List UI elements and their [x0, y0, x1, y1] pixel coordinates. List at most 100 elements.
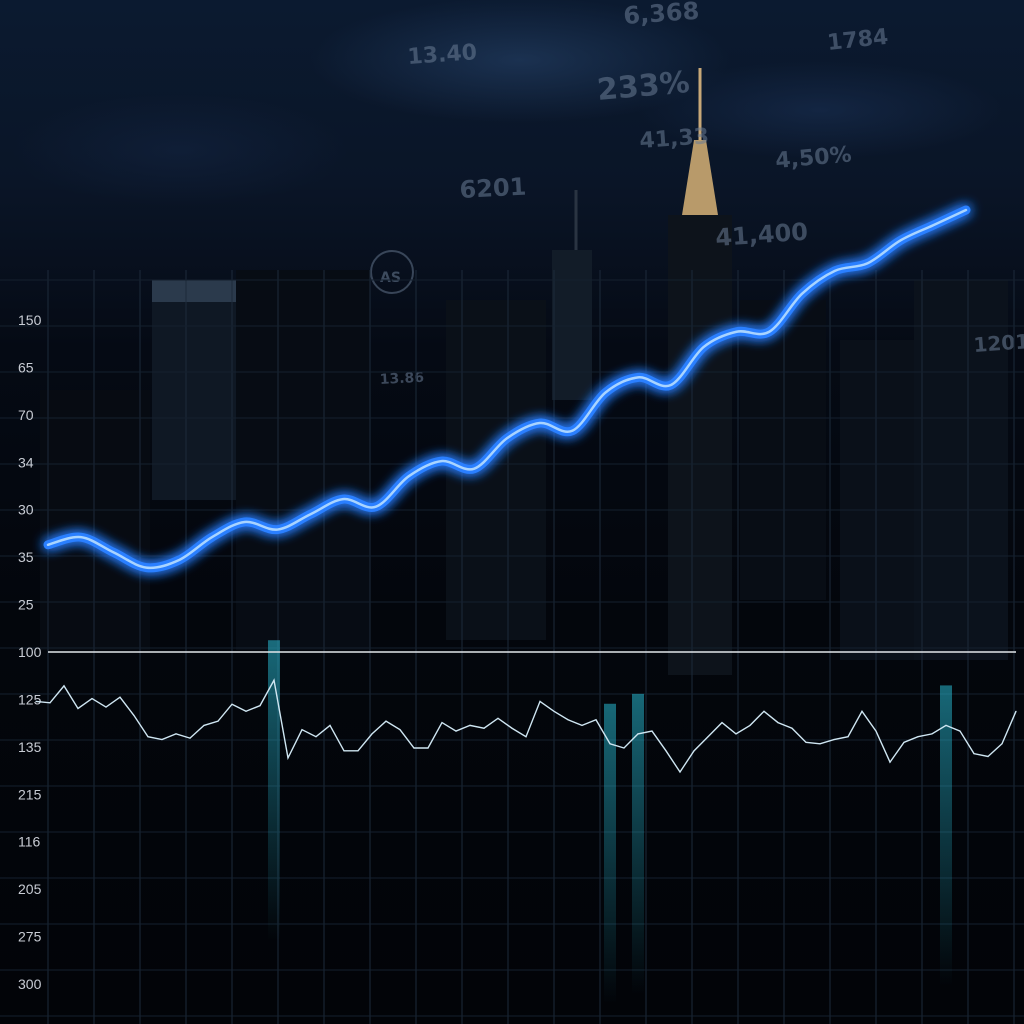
y-tick-label: 65 — [18, 359, 34, 375]
series-thin-point — [147, 736, 149, 738]
series-thin-point — [231, 703, 233, 705]
series-thin-point — [301, 729, 303, 731]
series-thin-point — [637, 733, 639, 735]
y-tick-label: 215 — [18, 786, 42, 802]
series-thin-point — [189, 737, 191, 739]
series-thin-point — [623, 747, 625, 749]
spike-highlight — [940, 685, 952, 986]
series-thin-point — [203, 724, 205, 727]
spike-highlight — [632, 693, 644, 994]
grid-lines — [0, 270, 1024, 1024]
series-thin-point — [651, 730, 653, 732]
cloud-layer — [0, 0, 1024, 300]
spike-highlights — [268, 640, 952, 1004]
series-thin-point — [861, 710, 863, 712]
series-thin-point — [287, 757, 289, 759]
y-tick-label: 150 — [18, 312, 42, 328]
building-central-tower — [668, 215, 732, 675]
spike-highlight — [604, 703, 616, 1004]
badge-ring — [370, 250, 414, 294]
y-tick-label: 135 — [18, 739, 42, 755]
series-thin-point — [259, 705, 261, 707]
series-thin-point — [539, 700, 541, 703]
series-thin-point — [609, 743, 611, 745]
series-thin-point — [1001, 743, 1003, 745]
series-thin-point — [133, 714, 135, 717]
building-right-1 — [740, 300, 826, 600]
building-right-3 — [914, 280, 1008, 660]
series-thin-point — [889, 761, 891, 763]
series-thin-point — [497, 717, 499, 719]
series-thin-point — [567, 719, 569, 721]
y-tick-label: 205 — [18, 881, 42, 897]
series-thin-point — [273, 679, 275, 681]
series-thin-point — [707, 736, 709, 738]
series-thin-point — [483, 727, 485, 729]
y-tick-label: 25 — [18, 597, 34, 613]
overlay-number: 1201 — [973, 329, 1024, 357]
series-thin-point — [63, 685, 65, 687]
series-thin-point — [119, 696, 121, 698]
series-thin-point — [665, 750, 667, 752]
spike-highlight — [268, 640, 280, 941]
y-tick-label: 125 — [18, 691, 42, 707]
series-thin-point — [91, 697, 93, 700]
overlay-number: 6201 — [459, 173, 527, 204]
series-thin-point — [763, 710, 765, 712]
overlay-number: 233% — [596, 65, 691, 108]
y-tick-label: 116 — [18, 834, 41, 850]
series-thin-point — [791, 727, 793, 729]
series-thin-point — [455, 730, 457, 732]
series-thin-point — [371, 733, 373, 735]
series-thin-point — [315, 736, 317, 738]
series-thin-point — [903, 741, 905, 743]
series-thin-point — [777, 721, 779, 724]
series-thin-point — [595, 719, 597, 721]
series-thin-point — [749, 724, 751, 727]
series-thin-point — [553, 710, 555, 712]
series-thin-point — [245, 710, 247, 712]
building-left-top — [152, 280, 236, 302]
series-thin-point — [721, 721, 723, 724]
series-thin-point — [399, 729, 401, 731]
series-glow-core — [46, 208, 968, 570]
y-tick-label: 300 — [18, 976, 42, 992]
series-thin-point — [875, 730, 877, 732]
y-tick-label: 100 — [18, 644, 42, 660]
series-thin-point — [105, 706, 107, 708]
y-axis-ticks: 150 65 70 34 30 35 25 100 125 135 215 116 205 275 300 — [18, 312, 42, 992]
overlay-number: 13.40 — [407, 40, 478, 70]
series-thin-point — [161, 738, 163, 741]
series-thin-point — [343, 750, 345, 752]
series-thin-point — [931, 733, 933, 735]
series-thin-point — [511, 727, 513, 729]
series-thin-point — [805, 741, 807, 743]
y-tick-label: 70 — [18, 407, 34, 423]
series-thin-point — [469, 724, 471, 727]
series-thin-point — [35, 700, 37, 703]
series-thin-point — [987, 755, 989, 758]
series-thin-point — [413, 747, 415, 749]
series-thin-point — [385, 720, 387, 722]
overlay-number-layer: 6,368178413.40233%41,334,50%620141,400AS… — [370, 0, 1024, 388]
y-tick-label: 30 — [18, 502, 34, 518]
series-thin-point — [427, 747, 429, 749]
building-spire-left — [552, 250, 592, 400]
series-thin-point — [525, 736, 527, 738]
series-thin-point — [441, 721, 443, 724]
overlay-number: 41,33 — [639, 124, 710, 154]
y-tick-label: 35 — [18, 549, 34, 565]
tower-crown — [682, 140, 718, 215]
series-thin-point — [357, 750, 359, 752]
series-thin-point — [833, 738, 835, 741]
series-thin-point — [847, 736, 849, 738]
series-thin-point — [49, 702, 51, 704]
overlay-number: 41,400 — [714, 218, 808, 252]
building-left — [152, 280, 236, 500]
series-layer — [35, 205, 1017, 774]
y-tick-label: 275 — [18, 929, 42, 945]
series-thin-point — [693, 750, 695, 752]
series-thin-point — [945, 724, 947, 727]
